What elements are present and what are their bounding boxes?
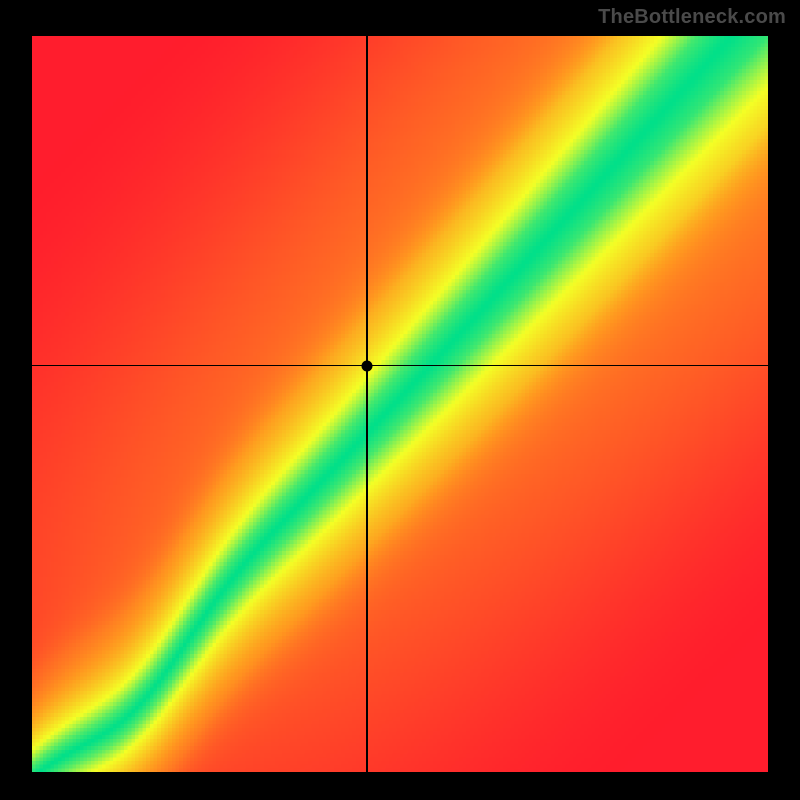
watermark-text: TheBottleneck.com	[598, 6, 786, 29]
crosshair-horizontal	[32, 365, 768, 367]
crosshair-vertical	[366, 36, 368, 772]
chart-container: TheBottleneck.com	[0, 0, 800, 800]
plot-frame	[32, 36, 768, 772]
marker-dot	[361, 360, 372, 371]
heatmap-canvas	[32, 36, 768, 772]
